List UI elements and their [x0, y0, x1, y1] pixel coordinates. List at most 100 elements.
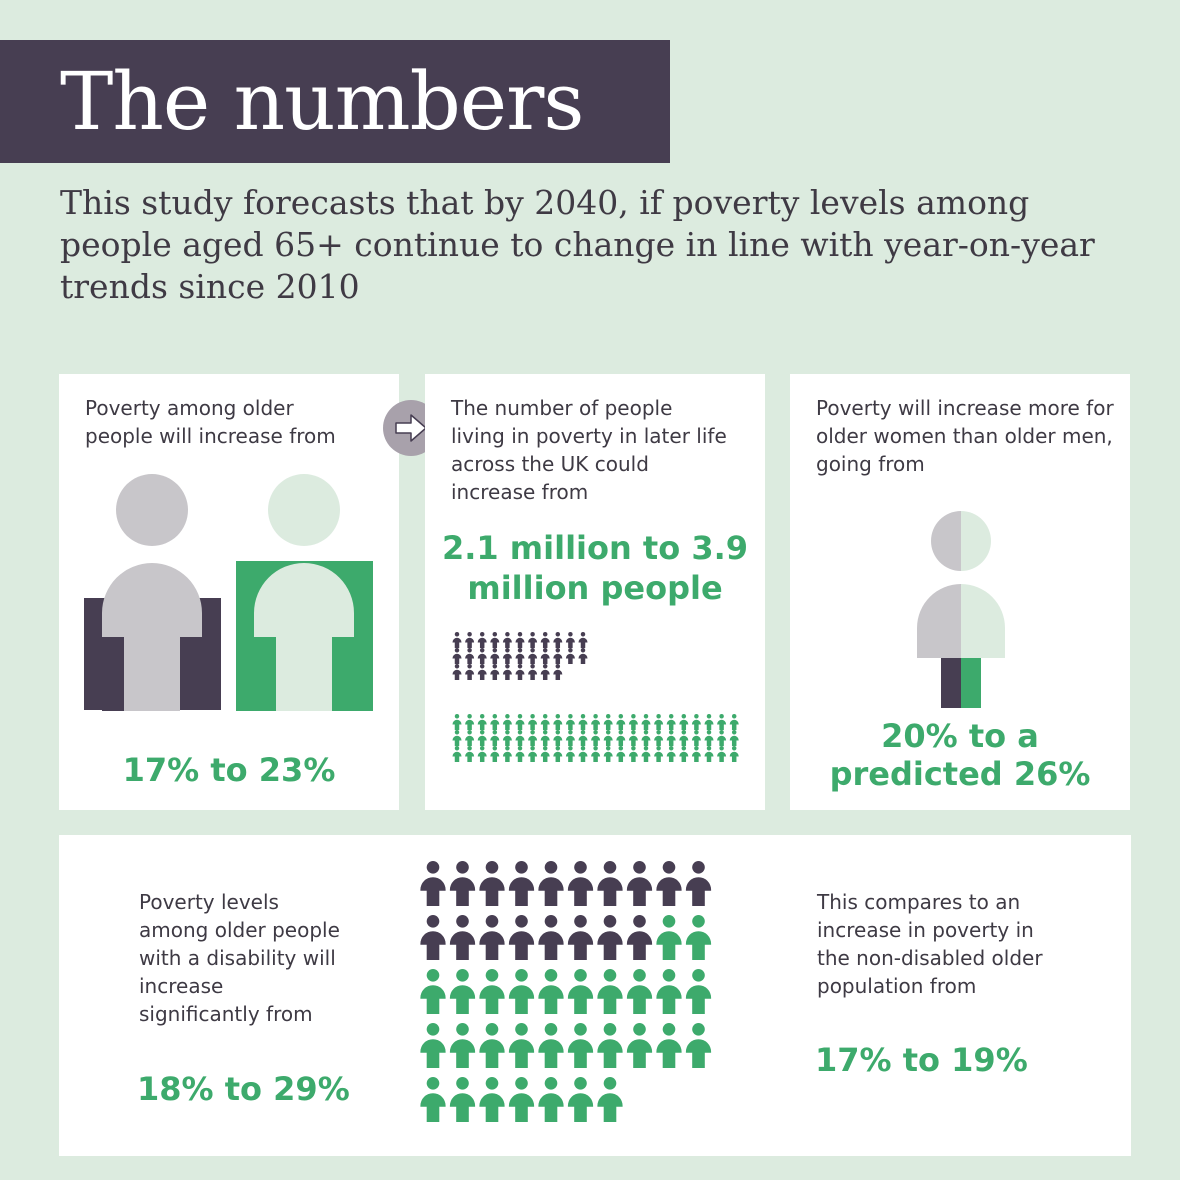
person-icon-2010 — [477, 632, 487, 648]
person-icon-2040 — [540, 730, 550, 746]
person-icon-dark — [508, 861, 535, 906]
person-icon-2010 — [452, 664, 462, 680]
person-icon-2010 — [490, 648, 500, 664]
person-icon-2040 — [666, 746, 676, 762]
title-banner: The numbers — [0, 40, 670, 163]
person-icon-2010 — [528, 648, 538, 664]
person-icon-2040 — [679, 730, 689, 746]
person-icon-2010 — [465, 632, 475, 648]
person-icon-2040 — [591, 746, 601, 762]
person-icon-2010 — [452, 632, 462, 648]
person-icon-2040 — [616, 714, 626, 730]
person-icon-2040 — [691, 746, 701, 762]
person-icon-green — [479, 1077, 505, 1122]
person-icon-2040 — [578, 746, 588, 762]
person-icon-green — [567, 1023, 594, 1068]
person-icon-2040 — [603, 730, 613, 746]
person-icon-green — [449, 1023, 476, 1068]
person-icon-green — [626, 1023, 653, 1068]
person-icon-2040 — [729, 746, 739, 762]
person-icon-2040 — [628, 746, 638, 762]
person-icon-2010 — [502, 664, 512, 680]
person-icon-2040 — [490, 714, 500, 730]
person-icon-dark — [626, 861, 653, 906]
person-icon-2040 — [565, 730, 575, 746]
card-compare-stat: 17% to 19% — [815, 1041, 1028, 1079]
person-icon-dark — [597, 915, 623, 960]
card-compare-text: This compares to an increase in poverty … — [817, 890, 1043, 998]
person-icon-2040 — [603, 746, 613, 762]
card-women-men-stat-line2: predicted 26% — [829, 755, 1091, 793]
person-icon-2040 — [666, 730, 676, 746]
person-icon-green — [538, 1077, 564, 1122]
person-icon-2040 — [553, 746, 563, 762]
person-icon-2010 — [465, 664, 475, 680]
card-women-men-text: Poverty will increase more for older wom… — [816, 396, 1114, 476]
person-icon-green — [508, 1023, 535, 1068]
person-icon-dark — [538, 861, 564, 906]
person-icon-dark — [420, 861, 446, 906]
person-icon-dark — [420, 915, 446, 960]
person-icon-2040 — [465, 746, 475, 762]
person-icon-green — [508, 1077, 535, 1122]
person-icon-2010 — [477, 664, 487, 680]
page-title: The numbers — [60, 55, 584, 148]
person-icon-2040 — [565, 714, 575, 730]
person-icon-green — [508, 969, 535, 1014]
person-icon-green — [420, 969, 446, 1014]
person-icon-green — [449, 969, 476, 1014]
person-icon-dark — [626, 915, 653, 960]
person-icon-2040 — [691, 730, 701, 746]
person-icon-2040 — [654, 730, 664, 746]
person-icon-2040 — [477, 714, 487, 730]
person-icon-2040 — [490, 746, 500, 762]
person-icon-2040 — [679, 746, 689, 762]
intro-text: This study forecasts that by 2040, if po… — [60, 183, 1095, 306]
person-icon-2010 — [490, 664, 500, 680]
card-women-men: Poverty will increase more for older wom… — [790, 374, 1130, 810]
person-icon-2010 — [565, 632, 575, 648]
person-icon-2040 — [691, 714, 701, 730]
person-icon-green — [685, 915, 712, 960]
person-icon-2010 — [477, 648, 487, 664]
split-figure-icon — [917, 511, 1005, 708]
person-icon-2040 — [704, 730, 714, 746]
person-icon-2040 — [654, 714, 664, 730]
card-poverty-older-stat: 17% to 23% — [122, 751, 336, 789]
person-icon-green — [538, 1023, 564, 1068]
person-icon-green — [567, 1077, 594, 1122]
person-icon-green — [597, 969, 623, 1014]
person-icon-2010 — [578, 648, 588, 664]
card-poverty-older: Poverty among older people will increase… — [59, 374, 399, 810]
person-icon-green — [538, 969, 564, 1014]
person-icon-2040 — [641, 714, 651, 730]
person-icon-green — [656, 1023, 682, 1068]
person-icon-dark — [479, 861, 505, 906]
person-icon-2040 — [465, 714, 475, 730]
person-icon-dark — [508, 915, 535, 960]
person-icon-2010 — [553, 664, 563, 680]
person-icon-2040 — [477, 746, 487, 762]
person-icon-dark — [656, 861, 682, 906]
person-icon-2040 — [452, 714, 462, 730]
person-icon-2040 — [553, 730, 563, 746]
person-icon-2040 — [452, 730, 462, 746]
person-icon-2040 — [528, 746, 538, 762]
person-icon-2040 — [540, 714, 550, 730]
person-icon-2040 — [540, 746, 550, 762]
person-icon-2040 — [528, 730, 538, 746]
card-poverty-older-text: Poverty among older people will increase… — [85, 396, 336, 448]
person-icon-2040 — [628, 714, 638, 730]
person-icon-green — [656, 969, 682, 1014]
disability-people-grid-icon — [420, 861, 712, 1122]
person-icon-green — [685, 969, 712, 1014]
card-people-in-poverty-stat: 2.1 million to 3.9 million people — [441, 529, 749, 607]
card-disability-text: Poverty levels among older people with a… — [139, 890, 340, 1026]
person-icon-2040 — [616, 746, 626, 762]
person-icon-2040 — [502, 746, 512, 762]
card-people-in-poverty: The number of people living in poverty i… — [425, 374, 765, 810]
person-icon-2040 — [465, 730, 475, 746]
person-icon-2040 — [515, 730, 525, 746]
person-icon-2040 — [641, 746, 651, 762]
person-icon-green — [597, 1077, 623, 1122]
